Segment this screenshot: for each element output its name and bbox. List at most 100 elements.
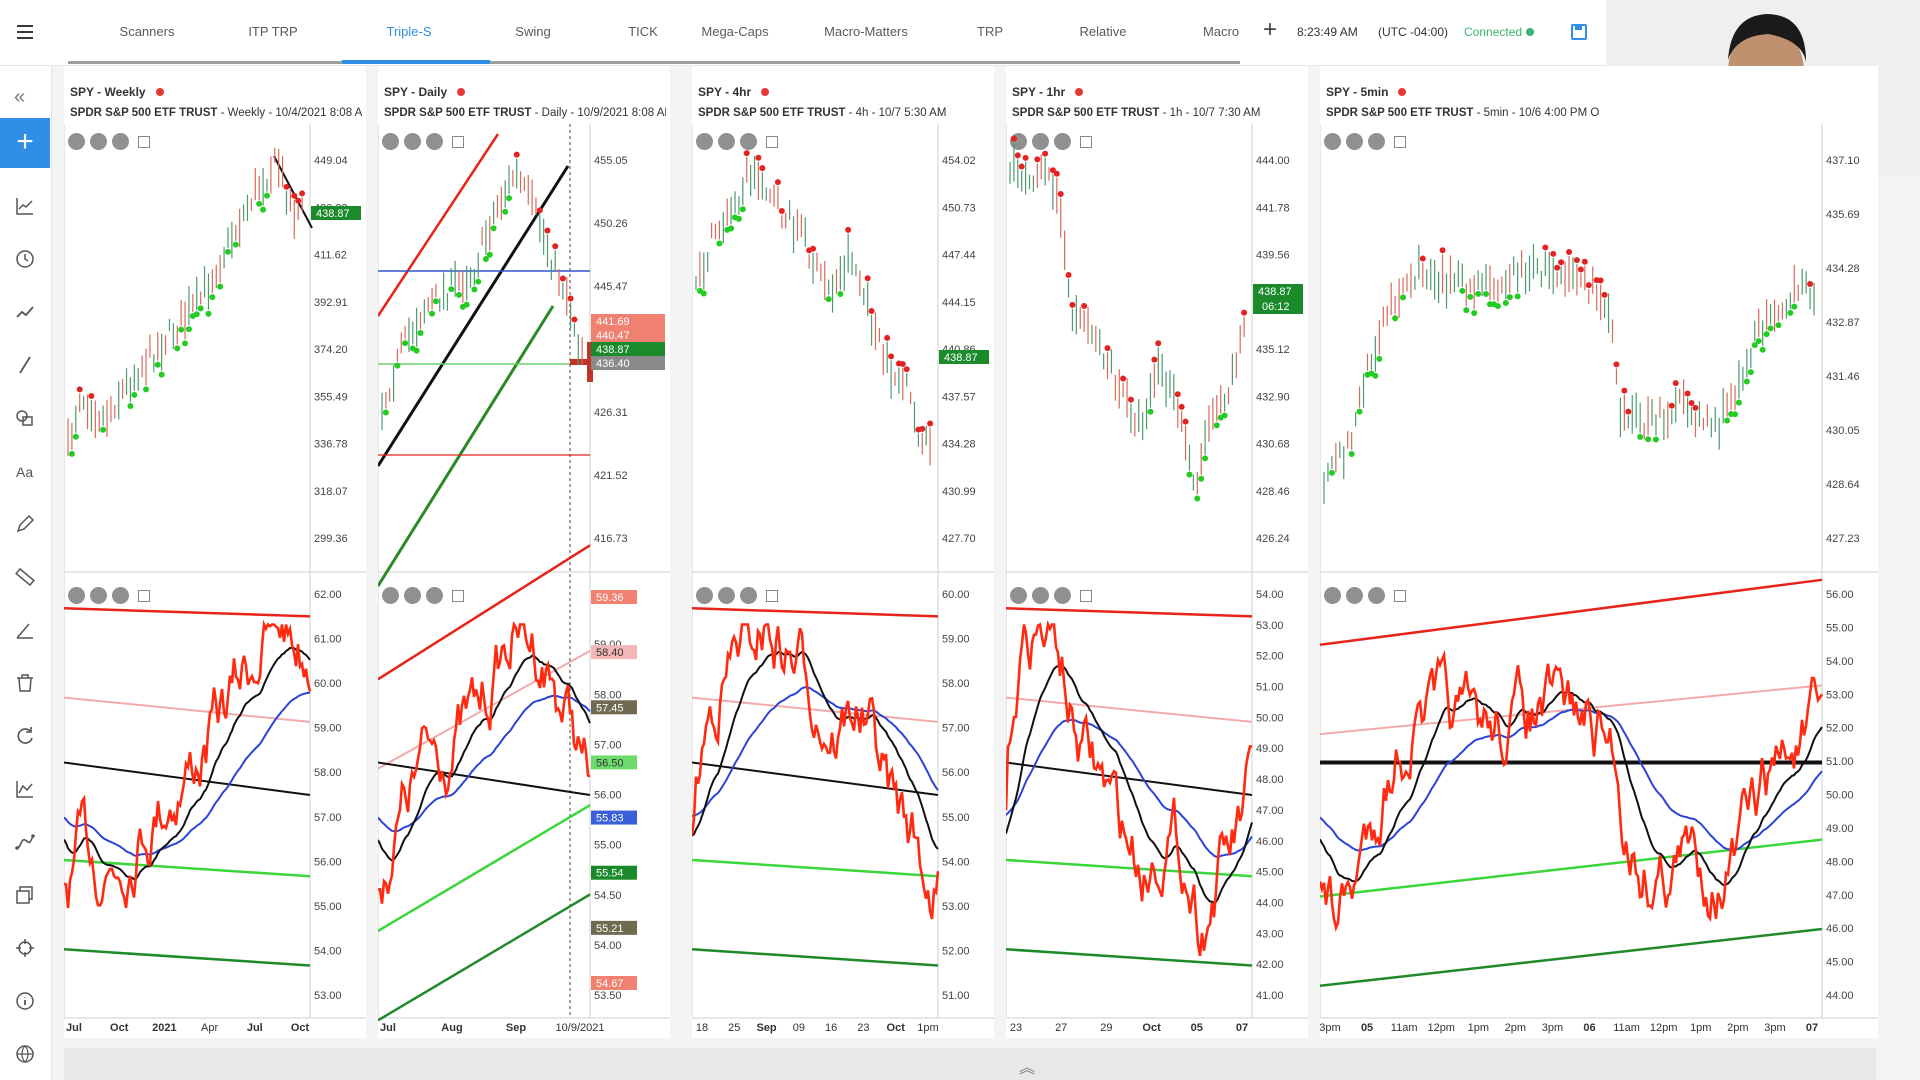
remove-pane-icon[interactable] <box>1324 587 1341 605</box>
channel-lower-darkgreen[interactable] <box>1320 927 1823 988</box>
spline-icon[interactable] <box>13 830 37 854</box>
remove-pane-icon[interactable] <box>1324 133 1341 151</box>
channel-lower-green[interactable] <box>64 858 311 878</box>
info-icon[interactable] <box>13 989 37 1013</box>
remove-pane-icon[interactable] <box>68 133 85 151</box>
maximize-pane-icon[interactable] <box>138 135 150 148</box>
chart-panel-2[interactable]: SPY - Daily SPDR S&P 500 ETF TRUST - Dail… <box>378 66 670 1038</box>
midline-black[interactable] <box>692 761 939 796</box>
channel-lower-darkgreen[interactable] <box>64 948 311 967</box>
remove-pane-icon[interactable] <box>68 587 85 605</box>
tab-triple-s[interactable]: Triple-S <box>386 24 432 39</box>
collapse-pane-icon[interactable] <box>404 587 421 605</box>
expand-pane-icon[interactable] <box>1054 587 1071 605</box>
remove-pane-icon[interactable] <box>382 587 399 605</box>
layers-icon[interactable] <box>13 883 37 907</box>
maximize-pane-icon[interactable] <box>138 589 150 602</box>
add-icon[interactable]: + <box>0 118 50 168</box>
draw-line-icon[interactable] <box>13 353 37 377</box>
tab-macro-matters[interactable]: Macro-Matters <box>824 24 908 39</box>
ruler-icon[interactable] <box>13 565 37 589</box>
remove-pane-icon[interactable] <box>382 133 399 151</box>
tab-tick[interactable]: TICK <box>628 24 658 39</box>
midline-black[interactable] <box>378 761 591 796</box>
trash-icon[interactable] <box>13 671 37 695</box>
collapse-icon[interactable]: « <box>14 86 26 108</box>
remove-pane-icon[interactable] <box>696 587 713 605</box>
channel-upper-red[interactable] <box>378 544 591 681</box>
channel-upper-red[interactable] <box>692 606 939 618</box>
trend-line-icon[interactable] <box>13 300 37 324</box>
hamburger-menu-icon[interactable] <box>14 20 38 44</box>
chevron-up-icon[interactable]: ︽ <box>1019 1060 1036 1077</box>
remove-pane-icon[interactable] <box>696 133 713 151</box>
expand-pane-icon[interactable] <box>1368 133 1385 151</box>
chart-canvas[interactable]: 454.02450.73447.44444.15440.86437.57434.… <box>692 66 994 1038</box>
channel-upper-red[interactable] <box>64 606 311 618</box>
midline-black[interactable] <box>1006 761 1253 796</box>
chart-panel-3[interactable]: SPY - 4hr SPDR S&P 500 ETF TRUST - 4h - 1… <box>692 66 994 1038</box>
collapse-pane-icon[interactable] <box>718 587 735 605</box>
collapse-pane-icon[interactable] <box>90 587 107 605</box>
collapse-pane-icon[interactable] <box>1032 133 1049 151</box>
expand-pane-icon[interactable] <box>740 587 757 605</box>
maximize-pane-icon[interactable] <box>452 589 464 602</box>
channel-lower-darkgreen[interactable] <box>692 948 939 967</box>
pencil-icon[interactable] <box>13 512 37 536</box>
channel-upper-red[interactable] <box>1006 606 1253 618</box>
maximize-pane-icon[interactable] <box>1080 589 1092 602</box>
globe-icon[interactable] <box>13 1042 37 1066</box>
channel-upper-pink[interactable] <box>692 696 939 723</box>
chart-panel-1[interactable]: SPY - Weekly SPDR S&P 500 ETF TRUST - Wee… <box>64 66 366 1038</box>
angle-icon[interactable] <box>13 618 37 642</box>
tab-swing[interactable]: Swing <box>515 24 551 39</box>
chart-panel-4[interactable]: SPY - 1hr SPDR S&P 500 ETF TRUST - 1h - 1… <box>1006 66 1308 1038</box>
maximize-pane-icon[interactable] <box>1394 589 1406 602</box>
trend-line-black[interactable] <box>273 155 313 229</box>
channel-upper-pink[interactable] <box>1006 696 1253 723</box>
add-tab-button[interactable]: + <box>1263 16 1278 43</box>
channel-lower-green[interactable] <box>378 804 591 933</box>
tab-relative[interactable]: Relative <box>1079 24 1127 39</box>
chart-panel-5[interactable]: SPY - 5min SPDR S&P 500 ETF TRUST - 5min … <box>1320 66 1878 1038</box>
tab-macro[interactable]: Macro <box>1202 24 1240 39</box>
tab-scanners[interactable]: Scanners <box>119 24 175 39</box>
channel-line-red[interactable] <box>378 133 500 317</box>
channel-upper-pink[interactable] <box>64 696 311 723</box>
collapse-pane-icon[interactable] <box>1032 587 1049 605</box>
chart-canvas[interactable]: 437.10 435.69 434.28 432.87 431.46 430.05 428.… <box>1320 66 1878 1038</box>
expand-pane-icon[interactable] <box>112 587 129 605</box>
expand-pane-icon[interactable] <box>426 133 443 151</box>
collapse-pane-icon[interactable] <box>404 133 421 151</box>
midline-black[interactable] <box>64 761 311 796</box>
tab-mega-caps[interactable]: Mega-Caps <box>701 24 769 39</box>
maximize-pane-icon[interactable] <box>766 135 778 148</box>
collapse-pane-icon[interactable] <box>90 133 107 151</box>
channel-lower-darkgreen[interactable] <box>378 893 591 1022</box>
clock-icon[interactable] <box>13 247 37 271</box>
indicator-icon[interactable] <box>13 777 37 801</box>
collapse-pane-icon[interactable] <box>1346 133 1363 151</box>
expand-pane-icon[interactable] <box>112 133 129 151</box>
maximize-pane-icon[interactable] <box>766 589 778 602</box>
maximize-pane-icon[interactable] <box>1394 135 1406 148</box>
chart-canvas[interactable]: 449.04430.33411.62392.91374.20355.49336.… <box>64 66 366 1038</box>
remove-pane-icon[interactable] <box>1010 587 1027 605</box>
channel-lower-green[interactable] <box>1006 858 1253 878</box>
maximize-pane-icon[interactable] <box>1080 135 1092 148</box>
trend-line-black[interactable] <box>378 165 570 467</box>
channel-upper-red[interactable] <box>1320 578 1823 647</box>
collapse-pane-icon[interactable] <box>718 133 735 151</box>
chart-canvas[interactable]: 444.00441.78439.56437.34435.12432.90430.… <box>1006 66 1308 1038</box>
chart-canvas[interactable]: 455.05450.26445.47431.10426.31421.52416.… <box>378 66 670 1038</box>
channel-lower-green[interactable] <box>692 858 939 878</box>
tab-itp-trp[interactable]: ITP TRP <box>248 24 298 39</box>
channel-lower-darkgreen[interactable] <box>1006 948 1253 967</box>
crosshair-icon[interactable] <box>13 936 37 960</box>
expand-pane-icon[interactable] <box>740 133 757 151</box>
text-icon[interactable]: Aa <box>13 459 37 483</box>
channel-line-green[interactable] <box>378 305 555 587</box>
collapse-pane-icon[interactable] <box>1346 587 1363 605</box>
refresh-icon[interactable] <box>13 724 37 748</box>
save-icon[interactable] <box>1571 24 1587 40</box>
